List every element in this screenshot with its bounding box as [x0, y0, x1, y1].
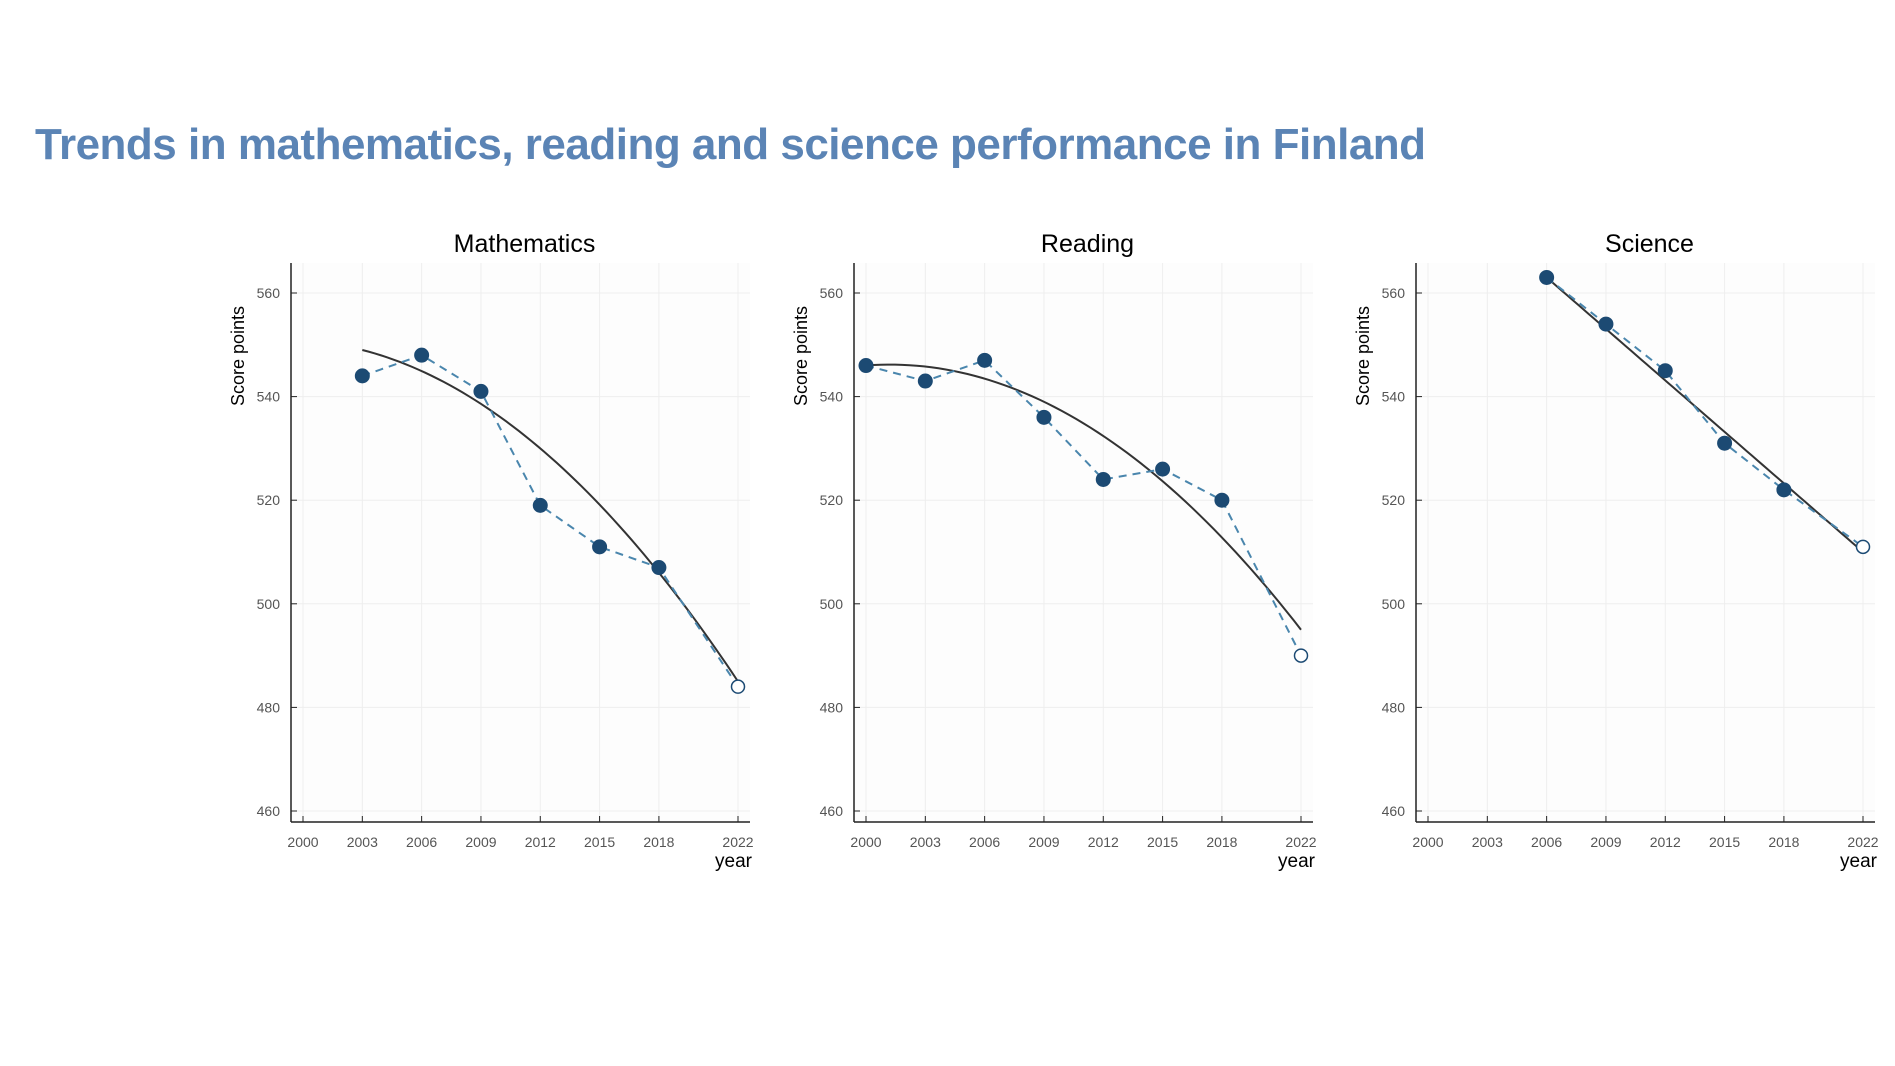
series-connector [1546, 276, 1864, 548]
data-point [977, 352, 993, 368]
y-axis-title: Score points [791, 306, 811, 406]
y-tick-label: 520 [257, 492, 281, 508]
x-tick-label: 2006 [1531, 834, 1562, 850]
panel-title: Mathematics [454, 230, 596, 258]
data-point-hollow [730, 679, 746, 694]
chart-panel: 2000 2003 2006 2009 2012 2015 2018 2022 460 480 50… [791, 230, 1317, 872]
data-point [354, 368, 370, 384]
data-point [1657, 363, 1673, 379]
y-tick-label: 520 [820, 492, 844, 508]
data-point-hollow [1855, 539, 1871, 555]
data-point-hollow [1293, 648, 1309, 663]
plot-background [854, 263, 1313, 822]
y-tick-label: 560 [257, 285, 281, 301]
x-tick-label: 2012 [1650, 834, 1681, 850]
data-point [1539, 269, 1555, 285]
x-tick-label: 2015 [1147, 834, 1178, 850]
trend-line [865, 363, 1302, 631]
x-axis-title: year [1278, 851, 1316, 872]
y-tick-label: 500 [257, 596, 281, 612]
y-tick-label: 520 [1382, 492, 1406, 508]
data-point [651, 560, 667, 576]
plot-background [291, 263, 750, 822]
y-tick-label: 480 [257, 699, 281, 715]
y-axis-title: Score points [228, 306, 248, 406]
y-tick-label: 560 [1382, 285, 1406, 301]
x-tick-label: 2009 [1590, 834, 1621, 850]
x-tick-label: 2003 [910, 834, 941, 850]
y-tick-label: 460 [257, 803, 281, 819]
x-tick-label: 2009 [465, 834, 496, 850]
data-point [473, 383, 489, 399]
x-tick-label: 2015 [584, 834, 615, 850]
x-tick-label: 2018 [1206, 834, 1237, 850]
panel-title: Reading [1041, 230, 1134, 258]
x-tick-label: 2022 [1847, 834, 1878, 850]
data-point [414, 347, 430, 363]
x-tick-label: 2006 [969, 834, 1000, 850]
y-tick-label: 480 [820, 699, 844, 715]
data-point [532, 497, 548, 513]
x-tick-label: 2018 [1768, 834, 1799, 850]
y-tick-label: 500 [1382, 596, 1406, 612]
series-connector [865, 359, 1302, 657]
data-point [1717, 435, 1733, 451]
x-tick-label: 2006 [406, 834, 437, 850]
data-point [1214, 492, 1230, 508]
y-tick-label: 540 [257, 389, 281, 405]
x-axis-title: year [715, 851, 753, 872]
data-point [917, 373, 933, 389]
plot-background [1416, 263, 1875, 822]
chart-panel: 2000 2003 2006 2009 2012 2015 2018 2022 460 480 50… [1353, 230, 1879, 872]
x-tick-label: 2012 [1088, 834, 1119, 850]
data-point [1095, 471, 1111, 487]
y-tick-label: 460 [1382, 803, 1406, 819]
x-tick-label: 2022 [722, 834, 753, 850]
y-tick-label: 480 [1382, 699, 1406, 715]
x-axis-title: year [1840, 851, 1878, 872]
y-tick-label: 540 [820, 389, 844, 405]
data-point [1036, 409, 1052, 425]
x-tick-label: 2000 [1412, 834, 1443, 850]
y-tick-label: 460 [820, 803, 844, 819]
chart-panel: 2000 2003 2006 2009 2012 2015 2018 2022 460 480 50… [228, 230, 754, 872]
data-point [1776, 482, 1792, 498]
x-tick-label: 2000 [287, 834, 318, 850]
y-axis-title: Score points [1353, 306, 1373, 406]
x-tick-label: 2003 [1472, 834, 1503, 850]
panel-title: Science [1605, 230, 1694, 258]
x-tick-label: 2018 [643, 834, 674, 850]
data-point [592, 539, 608, 555]
x-tick-label: 2012 [525, 834, 556, 850]
y-tick-label: 500 [820, 596, 844, 612]
x-tick-label: 2015 [1709, 834, 1740, 850]
y-tick-label: 560 [820, 285, 844, 301]
data-point [1598, 316, 1614, 332]
x-tick-label: 2009 [1028, 834, 1059, 850]
y-tick-label: 540 [1382, 389, 1406, 405]
x-tick-label: 2003 [347, 834, 378, 850]
data-point [1155, 461, 1171, 477]
data-point [858, 358, 874, 374]
page-title: Trends in mathematics, reading and scien… [35, 120, 1426, 169]
x-tick-label: 2022 [1285, 834, 1316, 850]
x-tick-label: 2000 [850, 834, 881, 850]
